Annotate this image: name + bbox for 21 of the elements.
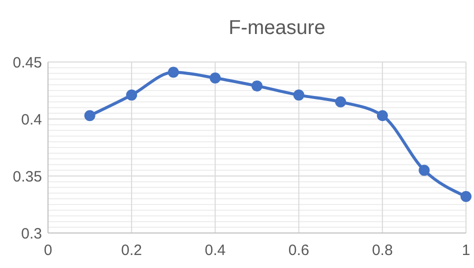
y-tick-label: 0.4 [21, 111, 42, 128]
x-tick-label: 0.8 [372, 242, 393, 259]
chart-title: F-measure [228, 17, 326, 39]
point [126, 90, 138, 101]
x-tick-label: 0 [44, 242, 52, 259]
x-tick-label: 0.4 [204, 242, 226, 259]
y-tick-label: 0.3 [21, 225, 42, 242]
point [252, 80, 262, 92]
point [168, 66, 179, 78]
x-tick-label: 0.2 [121, 242, 142, 259]
point [376, 110, 388, 122]
y-tick-label: 0.45 [12, 54, 42, 72]
y-tick-label: 0.35 [12, 168, 42, 186]
point [210, 72, 221, 84]
x-tick-label: 1 [462, 242, 470, 259]
point [460, 191, 472, 202]
point [418, 164, 430, 176]
point [293, 90, 304, 101]
point [335, 96, 346, 108]
x-tick-label: 0.6 [288, 242, 310, 259]
point [84, 110, 96, 122]
